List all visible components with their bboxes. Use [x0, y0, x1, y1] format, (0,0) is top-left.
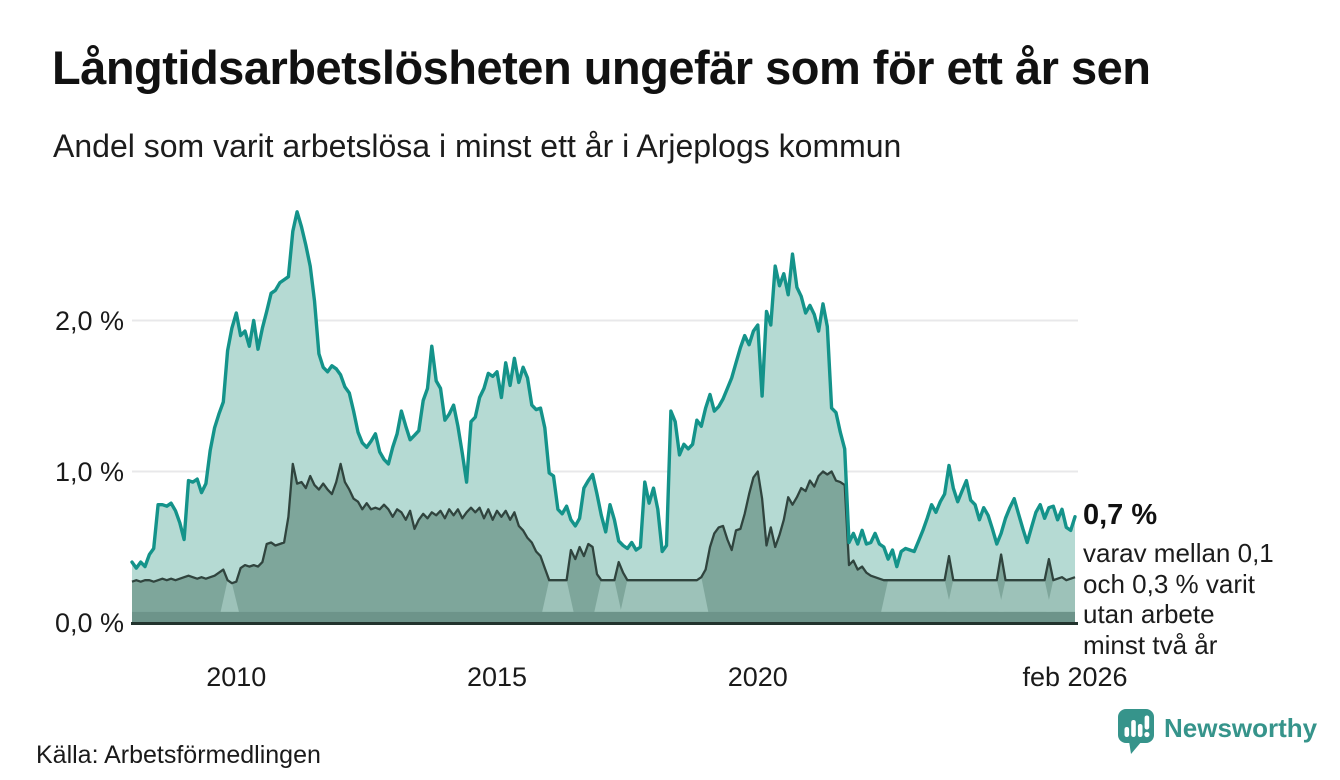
- latest-value-annotation: 0,7 % varav mellan 0,1 och 0,3 % varit uta…: [1083, 499, 1333, 660]
- censored-band: [946, 580, 1004, 612]
- baseline-strip: [132, 611, 1075, 623]
- censored-band: [1046, 577, 1075, 612]
- annotation-line: varav mellan 0,1: [1083, 538, 1274, 568]
- x-axis-label: 2020: [727, 662, 788, 692]
- x-axis-label: feb 2026: [1022, 662, 1128, 692]
- censored-band: [542, 580, 574, 612]
- x-axis-label: 2015: [466, 662, 528, 692]
- censored-band: [620, 577, 709, 612]
- newsworthy-brand: Newsworthy: [1117, 707, 1317, 755]
- censored-band: [998, 580, 1052, 612]
- censored-band: [594, 580, 622, 612]
- chart-subtitle: Andel som varit arbetslösa i minst ett å…: [53, 128, 902, 164]
- latest-value-label: 0,7 %: [1083, 499, 1158, 531]
- censored-band: [881, 580, 952, 612]
- brand-name: Newsworthy: [1164, 713, 1318, 743]
- series-2yr-line: [131, 462, 1076, 585]
- source-note: Källa: Arbetsförmedlingen: [36, 741, 321, 769]
- newsworthy-logo-icon: [1118, 709, 1154, 754]
- page-title: Långtidsarbetslösheten ungefär som för e…: [52, 41, 1151, 94]
- annotation-line: minst två år: [1083, 629, 1218, 660]
- annotation-line: och 0,3 % varit: [1083, 568, 1255, 599]
- x-axis-label: 2010: [206, 662, 267, 692]
- y-axis-label: 2,0 %: [54, 305, 124, 336]
- annotation-line: utan arbete: [1083, 599, 1215, 629]
- y-axis-label: 0,0 %: [54, 607, 124, 638]
- censored-band: [220, 580, 239, 612]
- series-2yr-area: [132, 463, 1075, 623]
- series-1yr-line: [130, 210, 1077, 570]
- annotation-description: varav mellan 0,1 och 0,3 % varit utan arbe…: [1083, 538, 1333, 660]
- y-axis-label: 1,0 %: [54, 456, 124, 487]
